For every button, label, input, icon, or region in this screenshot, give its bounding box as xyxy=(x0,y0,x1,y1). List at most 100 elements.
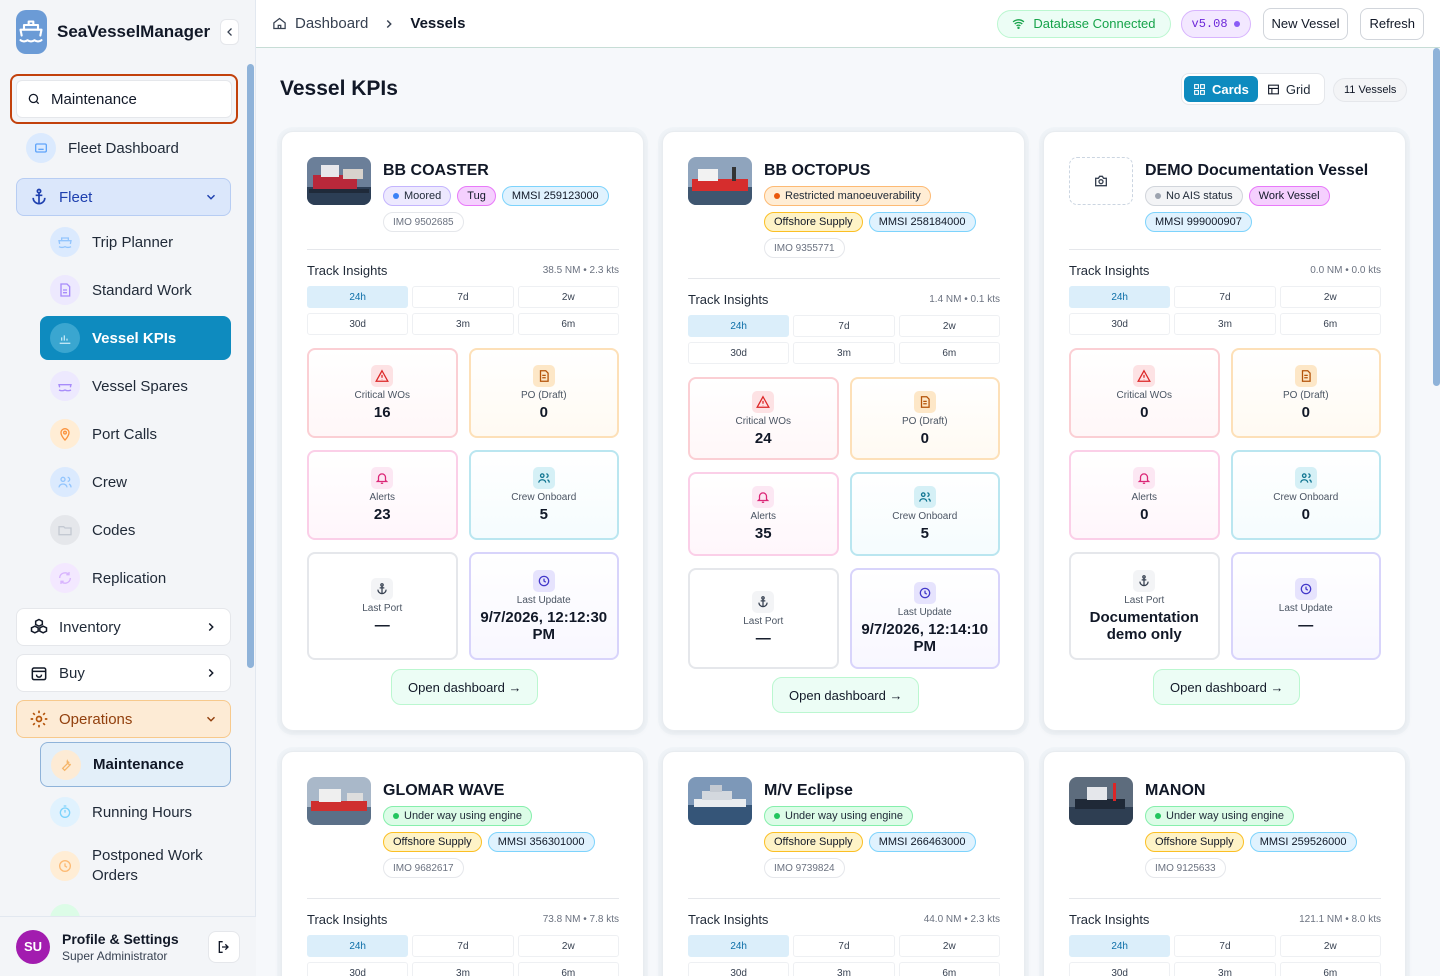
sidebar-item-postponed-work-orders[interactable]: Postponed Work Orders xyxy=(50,846,231,886)
vessel-name[interactable]: BB OCTOPUS xyxy=(764,162,871,179)
period-30d[interactable]: 30d xyxy=(307,313,409,335)
sidebar-item-running-hours[interactable]: Running Hours xyxy=(50,796,231,828)
period-24h[interactable]: 24h xyxy=(307,286,409,308)
period-3m[interactable]: 3m xyxy=(412,313,514,335)
period-7d[interactable]: 7d xyxy=(1174,935,1276,957)
period-3m[interactable]: 3m xyxy=(793,962,895,976)
logout-button[interactable] xyxy=(208,930,240,963)
period-7d[interactable]: 7d xyxy=(412,286,514,308)
view-cards-button[interactable]: Cards xyxy=(1184,76,1258,102)
collapse-sidebar-button[interactable] xyxy=(220,19,239,45)
kpi-po-draft[interactable]: PO (Draft) 0 xyxy=(849,377,1000,460)
period-30d[interactable]: 30d xyxy=(688,342,790,364)
period-30d[interactable]: 30d xyxy=(307,962,409,976)
kpi-crew-onboard[interactable]: Crew Onboard 5 xyxy=(468,450,619,540)
view-grid-button[interactable]: Grid xyxy=(1258,76,1320,102)
sidebar-item-codes[interactable]: Codes xyxy=(50,514,231,546)
kpi-alerts[interactable]: Alerts 0 xyxy=(1069,450,1220,540)
period-selector: 24h 7d 2w 30d 3m 6m xyxy=(1069,286,1381,335)
kpi-last-port[interactable]: Last Port — xyxy=(307,552,458,660)
sidebar-item-maintenance[interactable]: Maintenance xyxy=(40,742,231,787)
open-dashboard-button[interactable]: Open dashboard → xyxy=(1153,669,1301,705)
period-6m[interactable]: 6m xyxy=(898,962,1000,976)
sidebar-group-buy[interactable]: Buy xyxy=(16,654,231,692)
kpi-crew-onboard[interactable]: Crew Onboard 5 xyxy=(849,472,1000,556)
open-dashboard-button[interactable]: Open dashboard → xyxy=(772,677,920,713)
period-6m[interactable]: 6m xyxy=(898,342,1000,364)
sidebar-group-inventory[interactable]: Inventory xyxy=(16,608,231,646)
period-24h[interactable]: 24h xyxy=(307,935,409,957)
sidebar-item-trip-planner[interactable]: Trip Planner xyxy=(50,226,231,258)
period-30d[interactable]: 30d xyxy=(688,962,790,976)
sidebar-group-fleet[interactable]: Fleet xyxy=(16,178,231,216)
period-2w[interactable]: 2w xyxy=(1279,935,1381,957)
period-24h[interactable]: 24h xyxy=(688,315,790,337)
kpi-alerts[interactable]: Alerts 35 xyxy=(688,472,839,556)
kpi-critical-wos[interactable]: Critical WOs 16 xyxy=(307,348,458,438)
period-6m[interactable]: 6m xyxy=(1279,313,1381,335)
kpi-critical-wos[interactable]: Critical WOs 0 xyxy=(1069,348,1220,438)
kpi-alerts[interactable]: Alerts 23 xyxy=(307,450,458,540)
kpi-crew-onboard[interactable]: Crew Onboard 0 xyxy=(1230,450,1381,540)
period-selector: 24h 7d 2w 30d 3m 6m xyxy=(688,315,1000,364)
period-6m[interactable]: 6m xyxy=(1279,962,1381,976)
breadcrumb-dashboard[interactable]: Dashboard xyxy=(295,15,369,32)
kpi-last-update[interactable]: Last Update — xyxy=(1230,552,1381,660)
new-vessel-button[interactable]: New Vessel xyxy=(1262,7,1349,40)
search-field[interactable] xyxy=(16,80,232,118)
sidebar-item-label: Crew xyxy=(92,473,128,491)
open-dashboard-button[interactable]: Open dashboard → xyxy=(391,669,539,705)
period-7d[interactable]: 7d xyxy=(1174,286,1276,308)
period-7d[interactable]: 7d xyxy=(793,935,895,957)
period-24h[interactable]: 24h xyxy=(1069,935,1171,957)
period-2w[interactable]: 2w xyxy=(517,935,619,957)
period-2w[interactable]: 2w xyxy=(517,286,619,308)
period-3m[interactable]: 3m xyxy=(793,342,895,364)
vessel-name[interactable]: GLOMAR WAVE xyxy=(383,782,505,799)
sidebar-item-vessel-spares[interactable]: Vessel Spares xyxy=(50,370,231,402)
period-3m[interactable]: 3m xyxy=(1174,962,1276,976)
kpi-last-update[interactable]: Last Update 9/7/2026, 12:12:30 PM xyxy=(468,552,619,660)
period-24h[interactable]: 24h xyxy=(1069,286,1171,308)
period-6m[interactable]: 6m xyxy=(517,962,619,976)
period-30d[interactable]: 30d xyxy=(1069,962,1171,976)
vessel-name[interactable]: DEMO Documentation Vessel xyxy=(1145,162,1369,179)
sidebar-item-replication[interactable]: Replication xyxy=(50,562,231,594)
period-2w[interactable]: 2w xyxy=(898,935,1000,957)
profile-settings[interactable]: SU Profile & Settings Super Administrato… xyxy=(0,916,256,976)
vessel-photo-placeholder[interactable] xyxy=(1069,157,1133,205)
period-2w[interactable]: 2w xyxy=(1279,286,1381,308)
main-scrollbar[interactable] xyxy=(1433,48,1440,386)
sidebar-item-vessel-kpis[interactable]: Vessel KPIs xyxy=(40,316,231,360)
folder-icon xyxy=(50,515,80,545)
sidebar-item-crew[interactable]: Crew xyxy=(50,466,231,498)
period-24h[interactable]: 24h xyxy=(688,935,790,957)
kpi-last-update[interactable]: Last Update 9/7/2026, 12:14:10 PM xyxy=(849,568,1000,669)
sidebar-item-standard-work[interactable]: Standard Work xyxy=(50,274,231,306)
kpi-po-draft[interactable]: PO (Draft) 0 xyxy=(468,348,619,438)
search-input[interactable] xyxy=(51,90,221,108)
period-6m[interactable]: 6m xyxy=(517,313,619,335)
period-30d[interactable]: 30d xyxy=(1069,313,1171,335)
sidebar-scrollbar[interactable] xyxy=(247,64,254,668)
sidebar-item-fleet-dashboard[interactable]: Fleet Dashboard xyxy=(26,132,231,164)
sidebar-group-operations[interactable]: Operations xyxy=(16,700,231,738)
vessel-name[interactable]: MANON xyxy=(1145,782,1206,799)
document-icon xyxy=(532,365,555,387)
period-3m[interactable]: 3m xyxy=(412,962,514,976)
kpi-last-port[interactable]: Last Port Documentation demo only xyxy=(1069,552,1220,660)
vessel-name[interactable]: BB COASTER xyxy=(383,162,489,179)
period-7d[interactable]: 7d xyxy=(793,315,895,337)
kpi-critical-wos[interactable]: Critical WOs 24 xyxy=(688,377,839,460)
period-3m[interactable]: 3m xyxy=(1174,313,1276,335)
period-7d[interactable]: 7d xyxy=(412,935,514,957)
kpi-last-port[interactable]: Last Port — xyxy=(688,568,839,669)
vessel-name[interactable]: M/V Eclipse xyxy=(764,782,853,799)
wifi-icon xyxy=(1013,19,1025,30)
kpi-po-draft[interactable]: PO (Draft) 0 xyxy=(1230,348,1381,438)
refresh-button[interactable]: Refresh xyxy=(1360,7,1424,40)
sidebar-item-port-calls[interactable]: Port Calls xyxy=(50,418,231,450)
kpi-grid: Critical WOs 24 PO (Draft) 0 Alerts 35 C… xyxy=(688,377,1000,669)
period-2w[interactable]: 2w xyxy=(898,315,1000,337)
profile-role: Super Administrator xyxy=(62,948,168,963)
